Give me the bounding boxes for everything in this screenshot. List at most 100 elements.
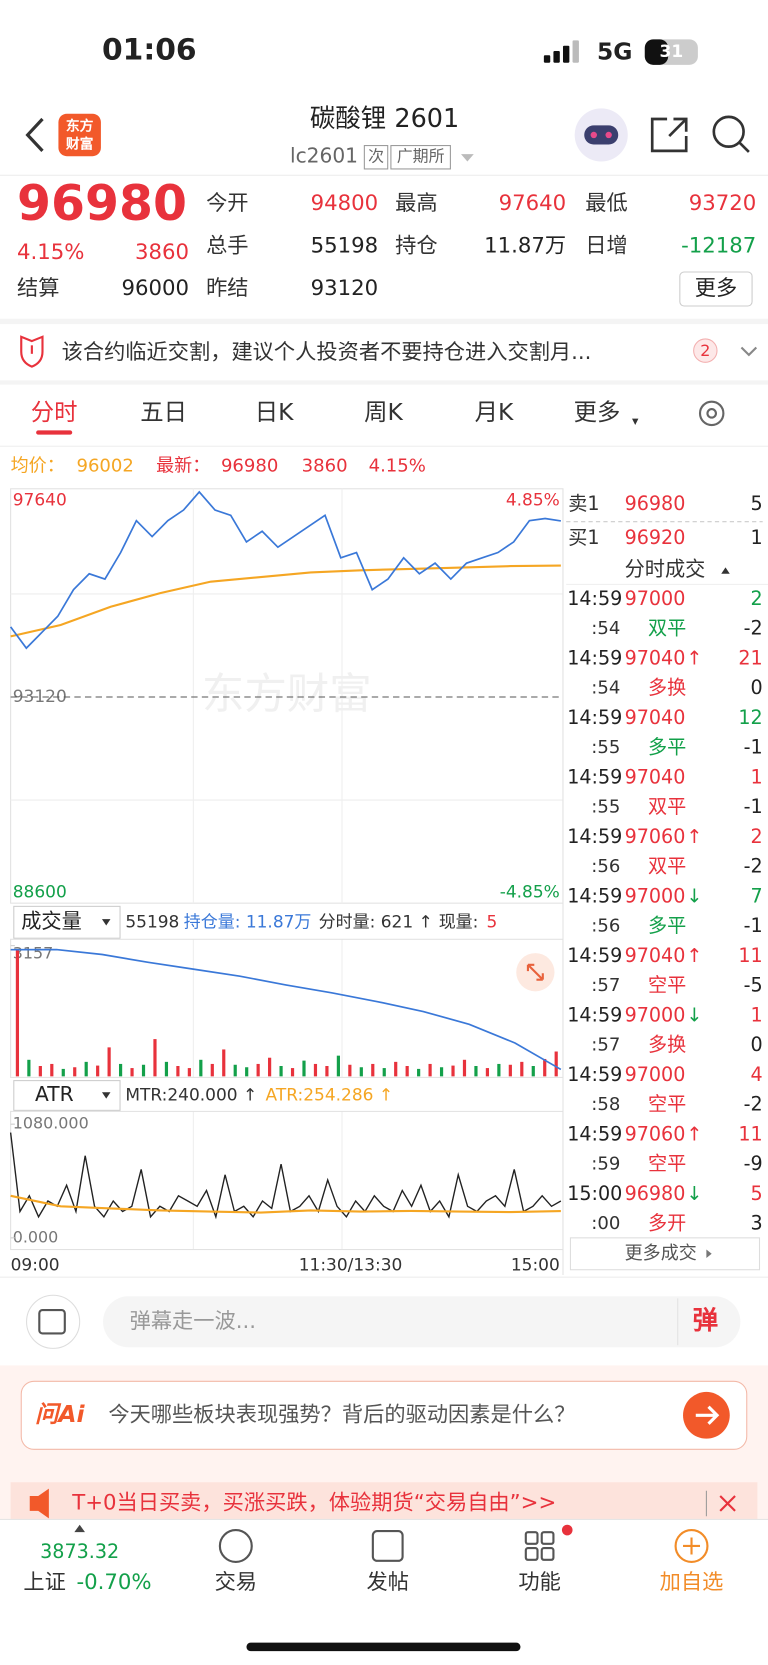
- tab[interactable]: 周K: [364, 398, 403, 426]
- volume-bar: [15, 950, 20, 1077]
- trade-price: 97040: [625, 646, 686, 669]
- comment-icon[interactable]: [26, 1294, 81, 1349]
- expand-icon[interactable]: [740, 346, 758, 357]
- trade-price: 97000: [625, 884, 686, 907]
- tab[interactable]: 月K: [475, 398, 514, 426]
- stat-label: 今开: [206, 191, 248, 216]
- volume-bar: [256, 1063, 260, 1077]
- y-tick-label: 3157: [13, 944, 54, 963]
- banner-text[interactable]: T+0当日买卖，买涨买跌，体验期货“交易自由”>>: [71, 1490, 556, 1515]
- banner-close[interactable]: [719, 1495, 736, 1512]
- back-button[interactable]: [25, 117, 44, 152]
- y-tick-label: 97640: [13, 490, 67, 510]
- tab[interactable]: 更多: [574, 398, 621, 426]
- stat-value: 96000: [122, 276, 190, 301]
- danmaku-button[interactable]: 弹: [693, 1306, 718, 1336]
- percent-label: -4.85%: [500, 883, 560, 903]
- index-change[interactable]: -0.70%: [76, 1570, 151, 1595]
- open-interest-line: [10, 948, 562, 1071]
- trade-oi-change: -5: [744, 974, 763, 997]
- stats: 今开 94800 最高 97640 最低 93720 总手 55198 持仓 11.87万 日增 -1…: [17, 191, 756, 301]
- tag-box: [363, 145, 389, 170]
- more-trades-text[interactable]: 更多成交: [625, 1243, 697, 1264]
- tab-bar: [0, 1519, 768, 1665]
- nav-item[interactable]: 加自选: [660, 1570, 724, 1595]
- trade-time: 14:59: [567, 1063, 622, 1086]
- trade-time: 14:59: [567, 1003, 622, 1026]
- expand-icon: [526, 963, 544, 981]
- x-tick-label: 15:00: [511, 1255, 560, 1275]
- trade-direction: ↓: [686, 1003, 702, 1026]
- trade-oi-change: -2: [744, 855, 763, 878]
- settings-button[interactable]: [698, 400, 725, 427]
- volume-bar: [27, 1059, 31, 1077]
- dropdown-icon[interactable]: [461, 154, 474, 162]
- stat-label: 结算: [17, 276, 59, 301]
- tag-box: [390, 145, 451, 170]
- nav-item[interactable]: 发帖: [366, 1570, 408, 1595]
- trade-kind: 空平: [648, 1093, 686, 1116]
- index-value[interactable]: 3873.32: [40, 1540, 119, 1563]
- index-name[interactable]: 上证: [23, 1570, 65, 1595]
- status-time: 01:06: [102, 32, 197, 67]
- tab-indicator: [36, 430, 73, 435]
- nav-item[interactable]: 功能: [518, 1570, 560, 1595]
- trade-volume: 1: [751, 1003, 763, 1026]
- share-button[interactable]: [650, 117, 688, 153]
- volume-bar: [61, 1068, 65, 1077]
- volume-bar: [359, 1067, 363, 1077]
- battery-text: 31: [660, 42, 684, 62]
- comment-input[interactable]: [103, 1296, 741, 1348]
- trade-price: 97060: [625, 825, 686, 848]
- trade-list: 卖1 96980 5买1 96920 114:59 97000 2:54 双平 -214:59 9…: [567, 492, 762, 1234]
- indicator-selector[interactable]: [13, 905, 121, 939]
- volume-bar: [428, 1063, 432, 1077]
- trade-price: 97060: [625, 1122, 686, 1145]
- tick-volume: 分时量: 621 ↑: [319, 912, 433, 932]
- notice-text[interactable]: 该合约临近交割，建议个人投资者不要持仓进入交割月...: [62, 340, 592, 365]
- nav-icon: [524, 1531, 555, 1561]
- trade-volume: 21: [738, 646, 762, 669]
- tab[interactable]: 日K: [255, 398, 294, 426]
- avg-value: 96002: [76, 455, 133, 476]
- volume-bar: [50, 1063, 54, 1077]
- trade-subtime: :58: [591, 1094, 620, 1115]
- tabs: 分时 五日 日K 周K 月K 更多: [31, 398, 621, 426]
- indicator-selector-text[interactable]: 成交量: [21, 909, 82, 933]
- stat-value: 11.87万: [484, 234, 566, 259]
- book-label: 卖1: [568, 492, 599, 515]
- trade-oi-change: -1: [744, 914, 763, 937]
- volume-bar: [336, 1055, 340, 1077]
- ai-logo: 问Ai: [35, 1400, 85, 1428]
- book-price: 96920: [625, 526, 686, 549]
- more-button-text[interactable]: 更多: [695, 276, 737, 301]
- volume-bar: [279, 1066, 283, 1077]
- ai-prompt[interactable]: 今天哪些板块表现强势？背后的驱动因素是什么？: [108, 1402, 575, 1427]
- stat-value: 94800: [311, 191, 379, 216]
- indicator-selector[interactable]: [13, 1080, 121, 1111]
- trade-time: 15:00: [567, 1182, 622, 1205]
- last-change: 3860: [302, 455, 348, 476]
- volume-bar: [474, 1066, 478, 1077]
- tab[interactable]: 五日: [140, 398, 187, 426]
- trade-volume: 2: [751, 587, 763, 610]
- trade-volume: 7: [751, 884, 763, 907]
- volume-bar: [508, 1064, 512, 1077]
- banner[interactable]: [10, 1482, 758, 1525]
- more-button[interactable]: [679, 271, 753, 307]
- tab[interactable]: 分时: [31, 398, 78, 426]
- volume-bar: [96, 1065, 100, 1077]
- indicator-selector-text[interactable]: ATR: [35, 1082, 74, 1106]
- trade-volume: 12: [738, 706, 762, 729]
- y-tick-label: 1080.000: [13, 1114, 89, 1133]
- search-button[interactable]: [712, 115, 745, 148]
- ai-box[interactable]: [20, 1380, 748, 1450]
- y-tick-label: 88600: [13, 883, 67, 903]
- trade-kind: 多平: [648, 914, 686, 937]
- comment-placeholder[interactable]: 弹幕走一波...: [130, 1309, 256, 1334]
- trade-time: 14:59: [567, 944, 622, 967]
- more-trades-arrow: [706, 1249, 712, 1259]
- more-trades-button[interactable]: [569, 1237, 761, 1271]
- nav-item[interactable]: 交易: [215, 1570, 257, 1595]
